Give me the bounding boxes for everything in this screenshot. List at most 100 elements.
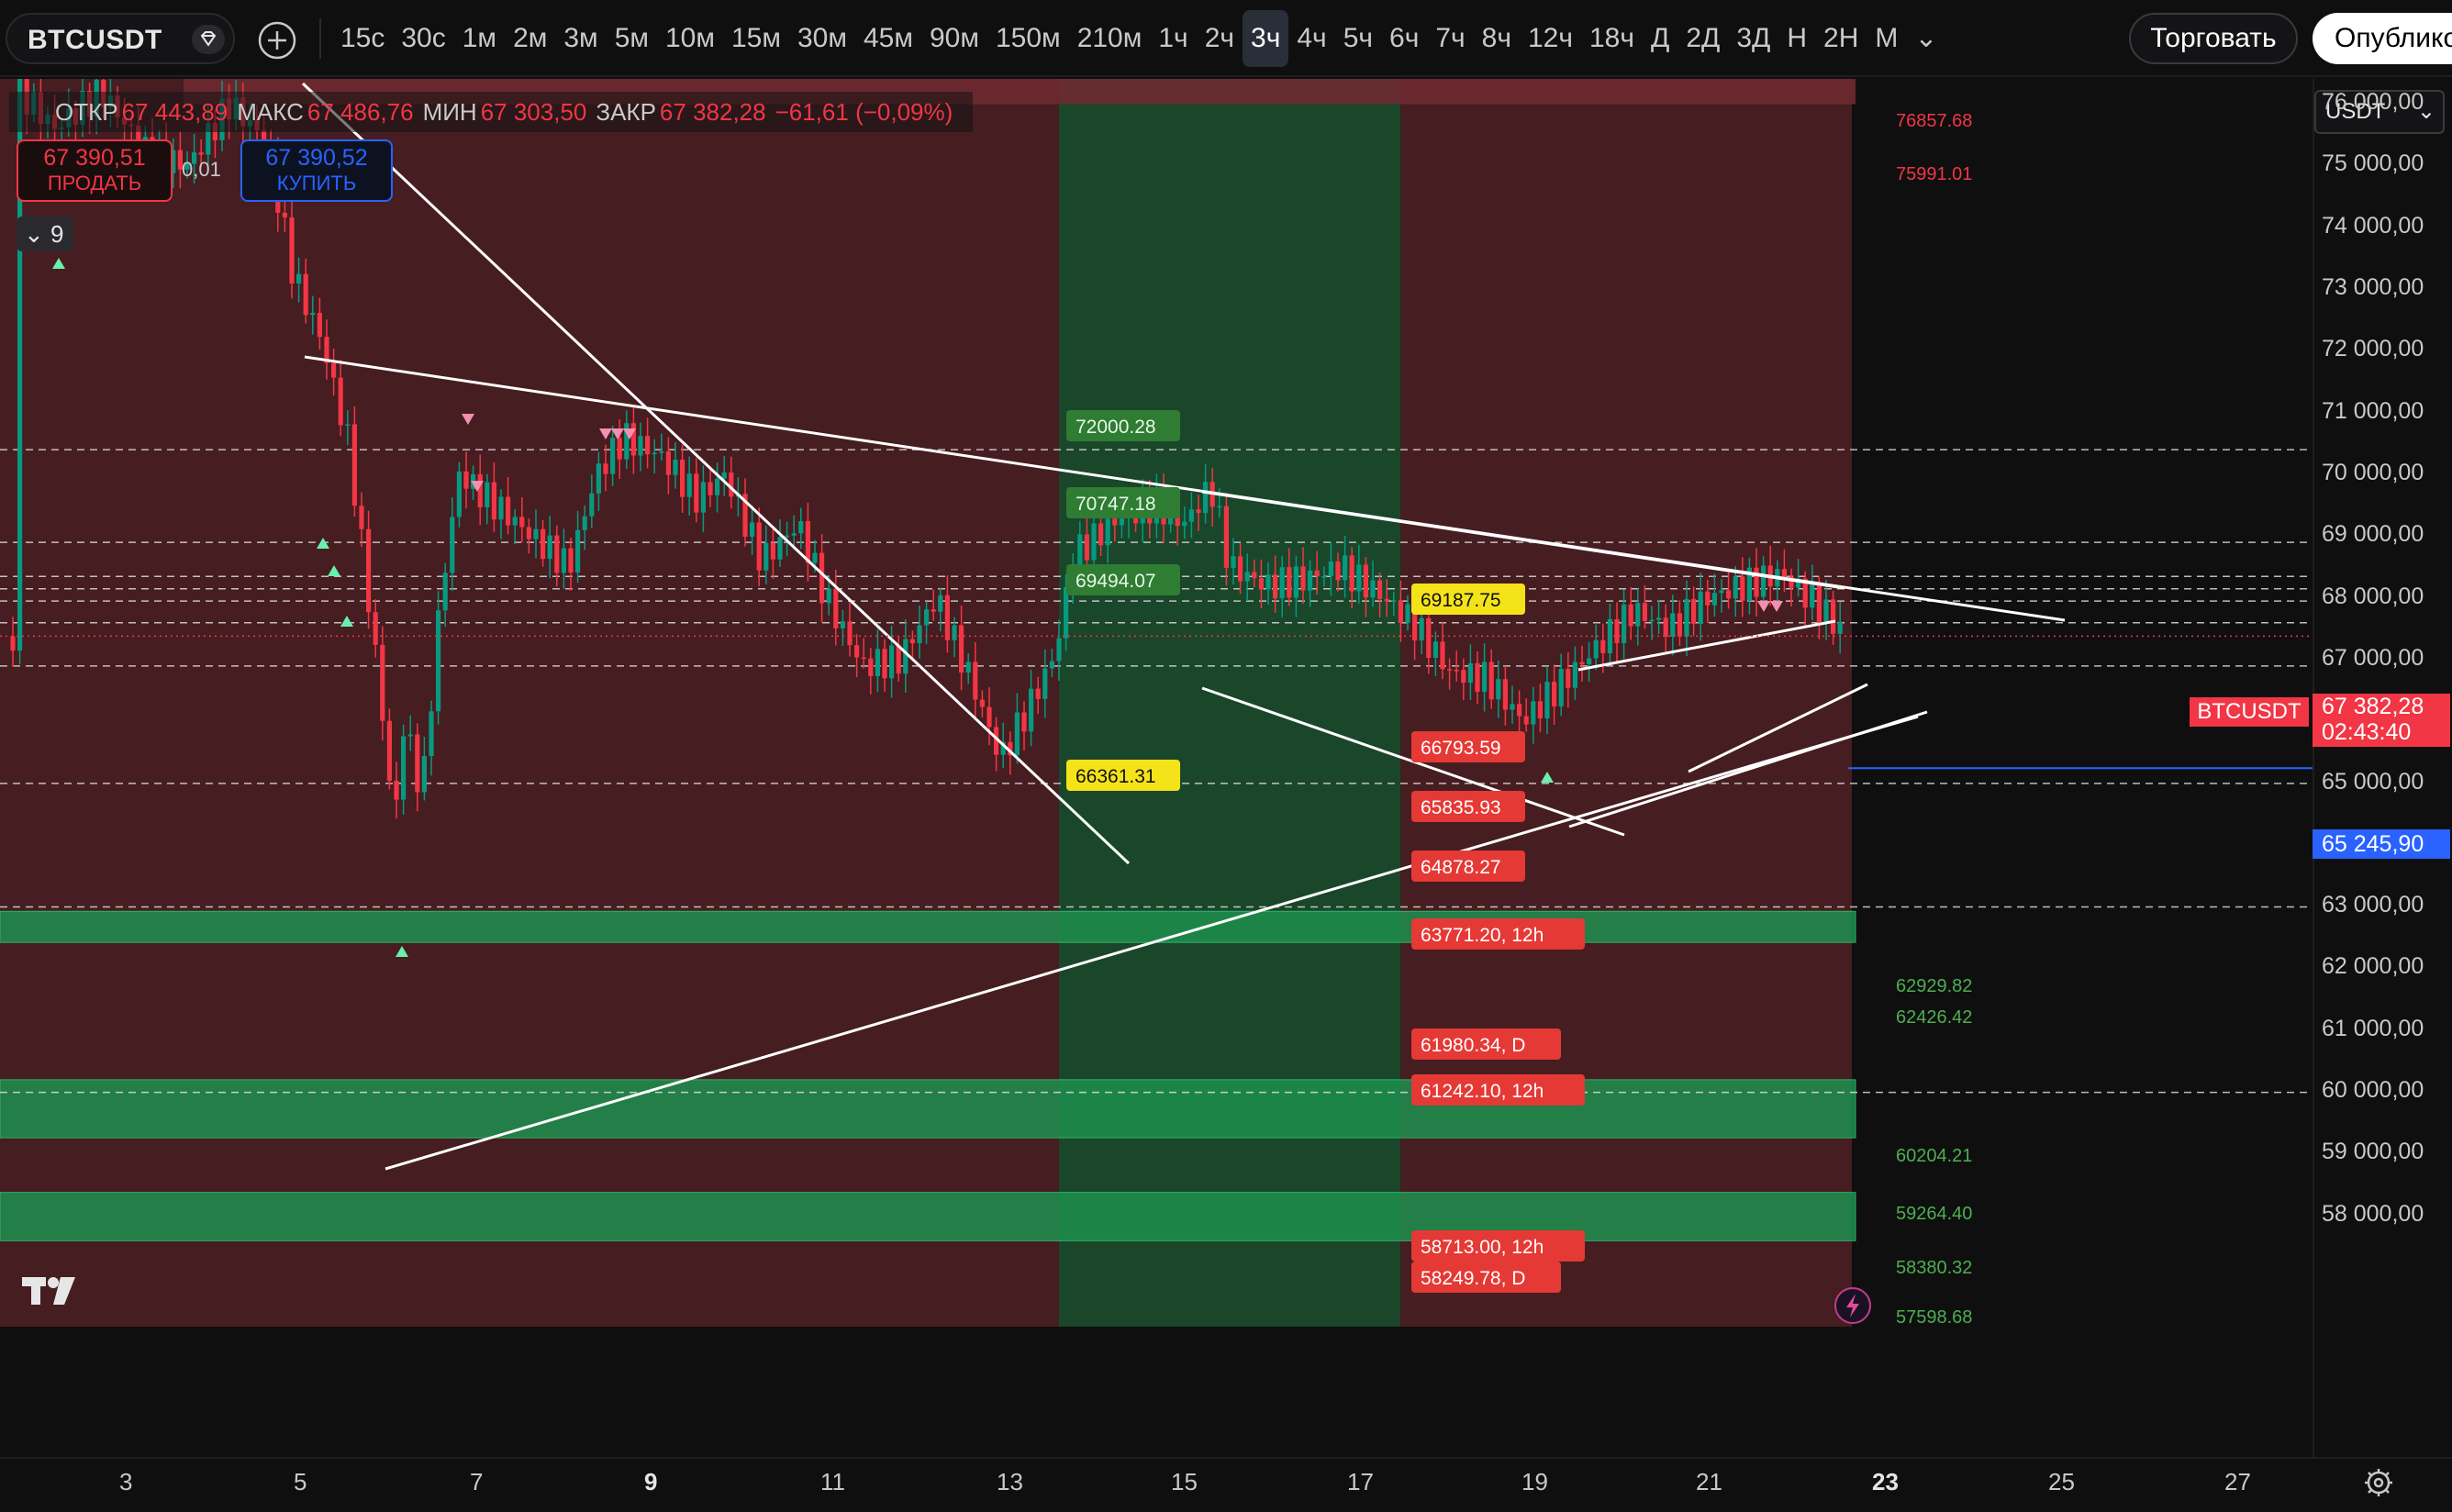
- candle-body: [638, 436, 643, 456]
- candle-body: [17, 79, 23, 651]
- candle-body: [1558, 669, 1564, 706]
- green-price-tag: 70747.18: [1076, 494, 1156, 515]
- candle-body: [1077, 534, 1083, 573]
- candle-body: [1273, 574, 1278, 599]
- candle-body: [506, 496, 511, 526]
- red-price-tag-bg: [1411, 731, 1525, 762]
- candle-body: [282, 212, 287, 217]
- timeframe-15[interactable]: 3ч: [1243, 10, 1289, 67]
- candle-body: [986, 706, 992, 728]
- open-value: 67 443,89: [121, 97, 228, 126]
- timeframe-1[interactable]: 30с: [401, 23, 446, 53]
- trade-button[interactable]: Торговать: [2129, 13, 2298, 64]
- timeframe-28[interactable]: М: [1875, 23, 1899, 53]
- timeframe-8[interactable]: 30м: [797, 23, 847, 53]
- open-label: ОТКР: [55, 97, 118, 126]
- candle-body: [463, 471, 469, 489]
- currency-select[interactable]: USDT ⌄: [2314, 90, 2445, 134]
- chevron-down-icon[interactable]: ⌄: [1914, 23, 1938, 53]
- timeframe-14[interactable]: 2ч: [1204, 23, 1235, 53]
- candle-body: [1203, 482, 1209, 514]
- candle-body: [1091, 523, 1097, 561]
- timeframe-11[interactable]: 150м: [996, 23, 1061, 53]
- candle-body: [1335, 561, 1341, 581]
- gear-icon[interactable]: [2362, 1466, 2395, 1499]
- currency-value: USDT: [2325, 99, 2386, 124]
- candle-body: [875, 649, 880, 676]
- timeframe-26[interactable]: Н: [1787, 23, 1808, 53]
- timeframe-19[interactable]: 7ч: [1435, 23, 1466, 53]
- symbol-search-button[interactable]: BTCUSDT: [6, 13, 235, 64]
- timeframe-7[interactable]: 15м: [731, 23, 781, 53]
- timeframe-17[interactable]: 5ч: [1343, 23, 1374, 53]
- candle-body: [882, 649, 887, 679]
- timeframe-9[interactable]: 45м: [864, 23, 913, 53]
- plus-circle-icon[interactable]: [257, 20, 297, 61]
- price-tick: 65 000,00: [2322, 768, 2424, 795]
- sell-signal-marker: [599, 428, 612, 439]
- buy-signal-marker: [340, 616, 353, 627]
- price-tick: 75 000,00: [2322, 150, 2424, 177]
- price-tick: 72 000,00: [2322, 336, 2424, 362]
- timeframe-22[interactable]: 18ч: [1589, 23, 1634, 53]
- price-tick: 63 000,00: [2322, 892, 2424, 918]
- flash-icon[interactable]: [1833, 1286, 1872, 1325]
- time-axis[interactable]: [0, 1457, 2452, 1512]
- time-tick: 17: [1347, 1468, 1374, 1495]
- timeframe-23[interactable]: Д: [1651, 23, 1670, 53]
- timeframe-18[interactable]: 6ч: [1389, 23, 1420, 53]
- timeframe-21[interactable]: 12ч: [1528, 23, 1573, 53]
- candle-body: [1746, 567, 1752, 601]
- timeframe-5[interactable]: 5м: [614, 23, 649, 53]
- chart-canvas[interactable]: 72000.28 70747.18 69494.07 69187.75 66361.31…: [0, 79, 2313, 1457]
- time-tick: 15: [1171, 1468, 1198, 1495]
- candle-body: [700, 482, 706, 513]
- candle-body: [750, 522, 755, 537]
- timeframe-3[interactable]: 2м: [513, 23, 548, 53]
- buy-button[interactable]: 67 390,52 КУПИТЬ: [240, 139, 393, 202]
- candle-body: [1391, 600, 1397, 602]
- diamond-icon[interactable]: [191, 24, 226, 55]
- candle-body: [1635, 603, 1641, 627]
- candle-body: [310, 312, 316, 316]
- candle-body: [386, 720, 392, 781]
- timeframe-20[interactable]: 8ч: [1481, 23, 1511, 53]
- timeframe-25[interactable]: 3Д: [1736, 23, 1771, 53]
- candle-body: [1049, 661, 1054, 669]
- timeframe-4[interactable]: 3м: [563, 23, 598, 53]
- candle-body: [861, 657, 866, 660]
- candle-body: [630, 423, 636, 456]
- candle-body: [1467, 662, 1473, 684]
- time-tick: 27: [2224, 1468, 2251, 1495]
- candle-body: [1523, 716, 1529, 725]
- timeframe-0[interactable]: 15с: [340, 23, 385, 53]
- timeframe-12[interactable]: 210м: [1076, 23, 1142, 53]
- chart-pane[interactable]: 72000.28 70747.18 69494.07 69187.75 66361.31…: [0, 79, 2313, 1457]
- candle-body: [694, 473, 699, 513]
- timeframe-6[interactable]: 10м: [665, 23, 715, 53]
- price-axis[interactable]: [2313, 79, 2452, 1457]
- timeframe-16[interactable]: 4ч: [1297, 23, 1327, 53]
- candle-body: [1740, 576, 1745, 601]
- timeframe-24[interactable]: 2Д: [1686, 23, 1721, 53]
- publish-button[interactable]: Опубликовать: [2313, 13, 2452, 64]
- timeframe-13[interactable]: 1ч: [1158, 23, 1188, 53]
- buy-signal-marker: [52, 258, 65, 269]
- top-toolbar: BTCUSDT 15с 30с 1м 2м 3м 5м 10м 15м 30м 45м 90м 150…: [0, 0, 2452, 77]
- candle-body: [575, 529, 581, 573]
- timeframe-10[interactable]: 90м: [930, 23, 979, 53]
- sell-button[interactable]: 67 390,51 ПРОДАТЬ: [17, 139, 173, 202]
- price-tick: 67 000,00: [2322, 644, 2424, 671]
- buy-price: 67 390,52: [265, 145, 368, 171]
- indicators-toggle[interactable]: ⌄ 9: [17, 217, 73, 251]
- time-tick: 3: [119, 1468, 133, 1495]
- candle-body: [1670, 613, 1676, 638]
- timeframe-27[interactable]: 2Н: [1823, 23, 1859, 53]
- timeframe-2[interactable]: 1м: [462, 23, 497, 53]
- sell-signal-marker: [462, 414, 474, 425]
- candle-body: [1252, 572, 1257, 579]
- candle-body: [1691, 598, 1697, 624]
- trend-line: [1577, 619, 1836, 672]
- zone-label-green: 60204.21: [1896, 1146, 1972, 1166]
- candle-body: [1265, 574, 1271, 590]
